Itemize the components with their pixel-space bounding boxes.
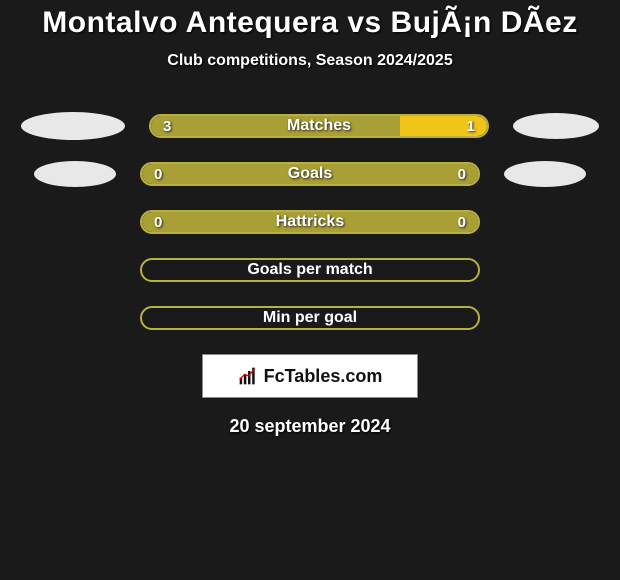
- stat-bar: Goals per match: [140, 258, 480, 282]
- stat-bar: 31Matches: [149, 114, 489, 138]
- stat-label: Goals per match: [142, 260, 478, 280]
- stat-row: Goals per match: [0, 258, 620, 282]
- chart-icon: [238, 366, 258, 386]
- page-title: Montalvo Antequera vs BujÃ¡n DÃ­ez: [0, 6, 620, 40]
- date-text: 20 september 2024: [0, 416, 620, 437]
- logo-box[interactable]: FcTables.com: [202, 354, 418, 398]
- player-avatar-left: [34, 161, 116, 187]
- stat-row: 31Matches: [0, 114, 620, 138]
- stats-card: Montalvo Antequera vs BujÃ¡n DÃ­ez Club …: [0, 0, 620, 437]
- stat-rows: 31Matches 00Goals 00Hattricks Goals per mat…: [0, 114, 620, 330]
- player-avatar-right: [504, 161, 586, 187]
- player-avatar-left: [21, 112, 125, 140]
- stat-bar: 00Goals: [140, 162, 480, 186]
- stat-label: Goals: [142, 164, 478, 184]
- stat-bar: Min per goal: [140, 306, 480, 330]
- subtitle: Club competitions, Season 2024/2025: [0, 52, 620, 70]
- stat-bar: 00Hattricks: [140, 210, 480, 234]
- stat-label: Matches: [151, 116, 487, 136]
- stat-label: Min per goal: [142, 308, 478, 328]
- stat-row: Min per goal: [0, 306, 620, 330]
- player-avatar-right: [513, 113, 599, 139]
- stat-row: 00Hattricks: [0, 210, 620, 234]
- stat-label: Hattricks: [142, 212, 478, 232]
- stat-row: 00Goals: [0, 162, 620, 186]
- logo-text: FcTables.com: [264, 366, 383, 387]
